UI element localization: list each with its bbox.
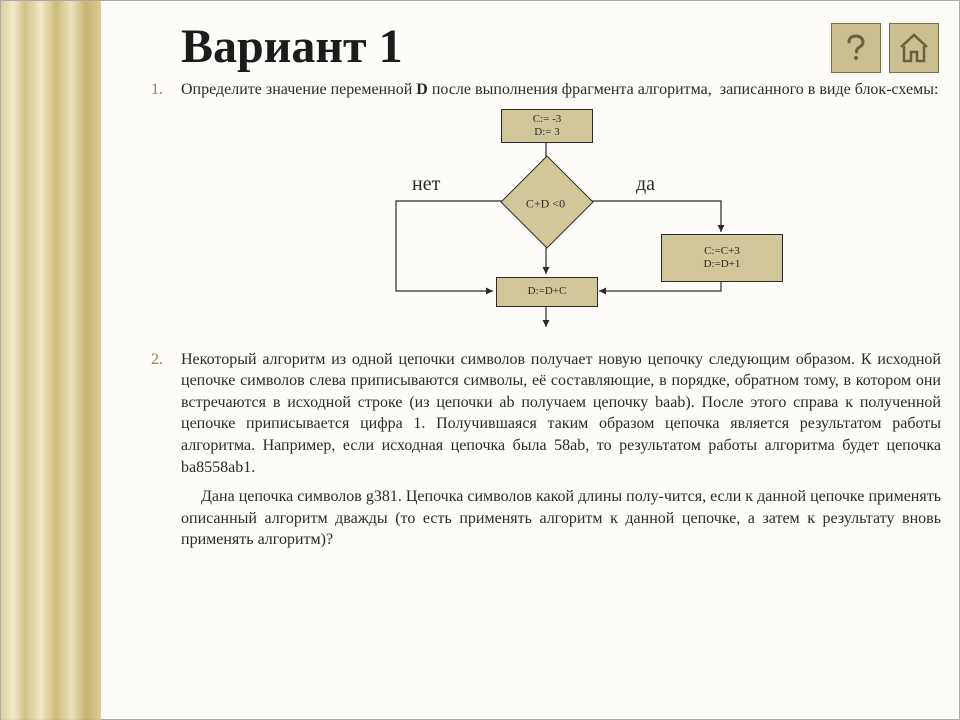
fc-node-bottom: D:=D+C [496, 277, 598, 307]
help-icon [839, 31, 873, 65]
fc-cond-label: C+D <0 [496, 195, 596, 211]
question-2-tail-text: Дана цепочка символов g381. Цепочка симв… [181, 486, 941, 551]
fc-init-l1: C:= -3 [533, 113, 562, 126]
fc-right-l2: D:=D+1 [704, 258, 741, 271]
fc-node-init: C:= -3 D:= 3 [501, 109, 593, 143]
home-icon [895, 29, 933, 67]
question-1: 1. Определите значение переменной D посл… [151, 79, 941, 101]
decorative-left-edge [1, 1, 101, 720]
fc-label-no: нет [412, 171, 440, 198]
question-2-number: 2. [151, 349, 181, 479]
nav-buttons [831, 23, 939, 73]
question-2-text: Некоторый алгоритм из одной цепочки симв… [181, 349, 941, 479]
fc-init-l2: D:= 3 [534, 126, 559, 139]
content-body: 1. Определите значение переменной D посл… [151, 79, 941, 559]
fc-label-yes: да [636, 171, 655, 198]
fc-right-l1: C:=C+3 [704, 245, 740, 258]
question-1-text: Определите значение переменной D после в… [181, 79, 941, 101]
question-2: 2. Некоторый алгоритм из одной цепочки с… [151, 349, 941, 479]
page-title: Вариант 1 [181, 19, 403, 74]
home-button[interactable] [889, 23, 939, 73]
help-button[interactable] [831, 23, 881, 73]
fc-bottom-l1: D:=D+C [528, 285, 567, 298]
fc-node-right: C:=C+3 D:=D+1 [661, 234, 783, 282]
flowchart: C:= -3 D:= 3 C+D <0 C:=C+3 D:=D+1 D:=D+C… [266, 109, 826, 339]
question-2-tail: Дана цепочка символов g381. Цепочка симв… [151, 486, 941, 551]
question-1-number: 1. [151, 79, 181, 101]
